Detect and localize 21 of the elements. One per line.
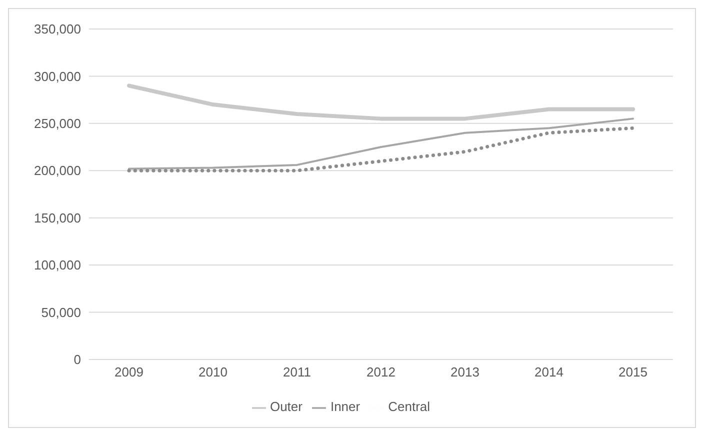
y-tick-label: 100,000 bbox=[34, 258, 81, 273]
x-tick-label: 2010 bbox=[198, 364, 228, 380]
legend-label: Outer bbox=[270, 399, 302, 414]
y-tick-label: 200,000 bbox=[34, 163, 81, 178]
x-tick-label: 2012 bbox=[366, 364, 396, 380]
x-tick-label: 2011 bbox=[283, 364, 311, 380]
y-tick-label: 250,000 bbox=[34, 116, 81, 132]
legend-label: Inner bbox=[330, 399, 360, 414]
y-tick-label: 150,000 bbox=[34, 210, 81, 226]
x-tick-label: 2013 bbox=[450, 364, 480, 380]
x-tick-label: 2009 bbox=[114, 364, 144, 380]
x-tick-label: 2015 bbox=[618, 364, 648, 380]
y-tick-label: 350,000 bbox=[34, 22, 81, 37]
x-tick-label: 2014 bbox=[534, 364, 564, 380]
y-tick-label: 50,000 bbox=[41, 304, 81, 320]
line-series bbox=[127, 126, 635, 172]
y-tick-label: 0 bbox=[74, 352, 81, 368]
legend-label: Central bbox=[388, 399, 430, 414]
y-tick-label: 300,000 bbox=[34, 68, 81, 84]
line-series bbox=[128, 118, 634, 170]
line-series bbox=[127, 84, 635, 121]
